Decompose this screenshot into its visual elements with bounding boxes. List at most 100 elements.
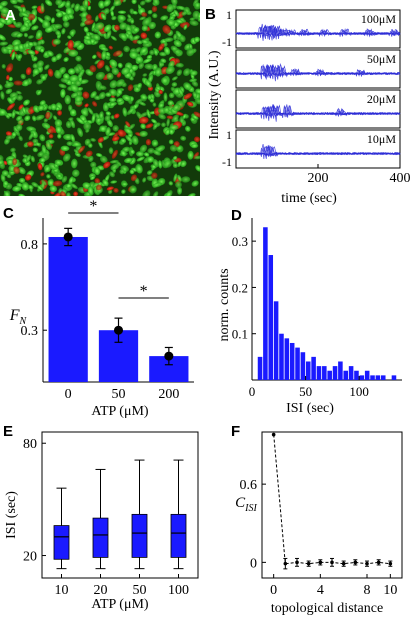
xtick-label: 0 [65,387,72,402]
green-cell [183,68,191,76]
green-cell [129,169,135,175]
green-cell [143,152,150,157]
green-cell [136,156,145,162]
green-cell [31,5,38,10]
green-cell [53,115,58,121]
green-cell [65,0,71,7]
green-cell [50,103,57,111]
green-cell [150,93,155,100]
green-cell [109,59,118,68]
green-cell [98,92,106,100]
histogram-bar [370,375,375,380]
panel-letter-c: C [3,205,14,222]
histogram-bar [311,356,316,380]
green-cell [195,165,200,172]
panel-f: F 0 0.6 0 4 8 10 CISI topological distance [231,423,403,616]
green-cell [144,0,152,3]
green-cell [130,19,135,24]
green-cell [106,72,114,80]
green-cell [13,5,23,10]
green-cell [22,16,29,21]
green-cell [77,71,84,79]
red-cell [48,133,54,139]
histogram-bar [257,356,263,380]
trace-frame [235,89,401,129]
green-cell [154,31,162,39]
green-cell [171,0,178,6]
red-cell [5,131,13,137]
xtick-label: 50 [133,583,147,598]
histogram-bar [327,370,332,380]
box [53,525,70,560]
green-cell [15,124,23,131]
green-cell [161,122,166,128]
trace-line [235,24,401,40]
series-line [273,434,391,565]
green-cell [119,22,128,30]
xtick-label: 200 [308,171,329,186]
red-cell [47,127,55,134]
green-cell [94,112,101,119]
panel-f-ylabel: CISI [235,495,257,514]
green-cell [175,19,184,24]
red-cell [113,187,119,193]
green-cell [22,49,28,56]
green-cell [3,190,11,196]
green-cell [103,24,112,33]
green-cell [183,82,192,91]
ytick-label: 20 [23,550,37,565]
panel-letter-d: D [231,207,242,224]
green-cell [110,10,114,17]
trace-label: 100μM [361,12,396,26]
ytick-label: 0 [250,556,257,571]
panel-f-ylabel-sub: ISI [244,503,257,514]
green-cell [173,9,180,17]
green-cell [0,34,6,41]
green-cell [31,182,39,188]
green-cell [46,174,51,179]
green-cell [139,0,146,6]
green-cell [64,95,71,105]
green-cell [116,97,124,103]
green-cell [11,51,16,61]
green-cell [152,149,161,156]
green-cell [0,4,4,10]
green-cell [113,0,121,7]
xtick-label: 10 [383,583,397,598]
mean-marker [114,325,123,335]
red-cell [174,58,180,64]
green-cell [54,70,62,79]
green-cell [84,35,91,41]
red-cell [106,186,114,191]
green-cell [95,71,105,80]
green-cell [99,85,107,90]
green-cell [1,170,9,177]
red-cell [96,184,102,191]
green-cell [87,185,94,196]
green-cell [36,78,44,85]
xtick-label: 50 [299,384,312,399]
green-cell [183,24,188,30]
red-cell [96,51,103,59]
green-cell [101,50,107,60]
green-cell [146,156,155,163]
green-cell [129,149,135,155]
red-cell [77,145,85,154]
green-cell [4,46,14,51]
green-cell [160,15,169,21]
green-cell [141,39,149,45]
green-cell [168,92,175,99]
mean-marker [63,232,73,242]
red-cell [6,74,10,81]
green-cell [110,115,115,120]
histogram-bar [289,342,295,380]
green-cell [127,14,132,19]
red-cell [112,50,123,57]
green-cell [61,28,66,35]
red-cell [12,158,18,166]
green-cell [152,13,158,19]
green-cell [68,49,79,57]
red-cell [194,136,200,143]
green-cell [16,182,23,188]
red-cell [111,149,118,159]
